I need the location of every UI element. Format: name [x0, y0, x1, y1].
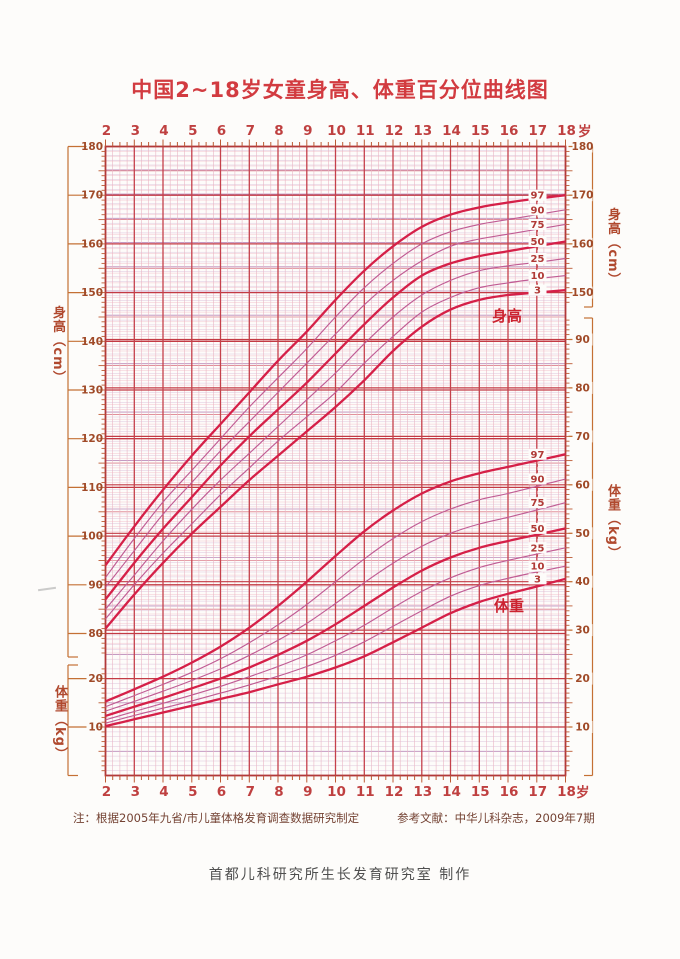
page-title: 中国2~18岁女童身高、体重百分位曲线图 — [131, 78, 549, 102]
chart-footer: 首都儿科研究所生长发育研究室 制作 — [208, 867, 472, 883]
svg-text:20: 20 — [88, 673, 103, 685]
svg-text:8: 8 — [274, 784, 283, 800]
side-rulers: 180 170 160 150 140 130 120 110 100 90 80 20 10 180 17… — [67, 140, 594, 777]
svg-text:7: 7 — [246, 123, 255, 139]
svg-text:50: 50 — [531, 524, 545, 535]
svg-text:岁: 岁 — [576, 784, 590, 801]
svg-text:160: 160 — [81, 238, 103, 250]
svg-text:10: 10 — [327, 784, 346, 800]
svg-text:50: 50 — [575, 528, 590, 540]
svg-text:11: 11 — [356, 784, 375, 800]
note-reference: 参考文献：中华儿科杂志，2009年7期 — [397, 811, 595, 825]
svg-text:14: 14 — [442, 784, 461, 800]
svg-text:10: 10 — [327, 123, 346, 139]
svg-text:14: 14 — [442, 123, 461, 139]
svg-text:身高: 身高 — [492, 307, 522, 325]
svg-text:5: 5 — [188, 784, 197, 800]
svg-text:4: 4 — [159, 123, 168, 139]
svg-text:3: 3 — [534, 574, 541, 585]
svg-text:6: 6 — [217, 123, 226, 139]
svg-text:97: 97 — [531, 450, 545, 461]
axis-label-right-weight: 体重（kg） — [605, 484, 620, 560]
svg-text:4: 4 — [159, 784, 168, 800]
svg-text:140: 140 — [81, 336, 103, 348]
svg-text:40: 40 — [575, 576, 590, 588]
svg-text:75: 75 — [531, 220, 545, 231]
svg-text:3: 3 — [534, 286, 541, 297]
svg-text:50: 50 — [531, 237, 545, 248]
svg-text:10: 10 — [531, 271, 545, 282]
svg-text:180: 180 — [81, 141, 103, 153]
svg-text:15: 15 — [471, 784, 490, 800]
weight-percentile-labels: 97 90 75 50 25 103 — [528, 448, 547, 585]
svg-text:12: 12 — [385, 123, 404, 139]
svg-text:10: 10 — [575, 722, 590, 734]
svg-text:30: 30 — [575, 625, 590, 637]
axis-label-left-weight: 体重（kg） — [52, 685, 67, 761]
svg-text:90: 90 — [88, 579, 103, 591]
svg-text:80: 80 — [88, 628, 103, 640]
svg-text:100: 100 — [81, 531, 103, 543]
svg-text:60: 60 — [575, 479, 590, 491]
svg-text:7: 7 — [246, 784, 255, 800]
svg-text:10: 10 — [88, 722, 103, 734]
svg-text:70: 70 — [575, 431, 590, 443]
svg-text:25: 25 — [531, 254, 545, 265]
svg-text:80: 80 — [575, 382, 590, 394]
svg-text:90: 90 — [531, 205, 545, 216]
svg-text:170: 170 — [572, 190, 594, 202]
svg-text:130: 130 — [81, 385, 103, 397]
age-axis-labels: 2 2 3 3 4 4 5 5 6 6 7 7 8 8 9 9 10 10 11 11 12 12 13 13 14 14 15 15… — [102, 123, 592, 801]
height-percentile-labels: 97 90 75 50 25 10 3 — [528, 189, 547, 297]
svg-text:13: 13 — [413, 784, 432, 800]
svg-text:150: 150 — [572, 287, 594, 299]
svg-text:160: 160 — [572, 238, 594, 250]
svg-text:75: 75 — [531, 498, 545, 509]
svg-text:体重: 体重 — [494, 597, 524, 615]
grid — [105, 146, 566, 776]
svg-text:180: 180 — [572, 141, 594, 153]
svg-text:16: 16 — [500, 123, 519, 139]
svg-text:15: 15 — [471, 123, 490, 139]
svg-text:10: 10 — [531, 562, 545, 573]
svg-text:2: 2 — [102, 784, 111, 800]
svg-text:90: 90 — [531, 475, 545, 486]
svg-text:9: 9 — [303, 784, 312, 800]
axis-label-right-height: 身高（cm） — [605, 207, 620, 287]
svg-text:110: 110 — [81, 482, 103, 494]
svg-text:16: 16 — [500, 784, 519, 800]
weight-percentile-curves — [105, 453, 566, 728]
svg-text:岁: 岁 — [578, 123, 592, 140]
svg-text:170: 170 — [81, 190, 103, 202]
svg-text:97: 97 — [531, 191, 545, 202]
svg-text:18: 18 — [557, 123, 576, 139]
svg-text:3: 3 — [131, 123, 140, 139]
svg-text:3: 3 — [131, 784, 140, 800]
svg-text:8: 8 — [274, 123, 283, 139]
svg-text:2: 2 — [102, 123, 111, 139]
svg-text:18: 18 — [557, 784, 576, 800]
svg-text:11: 11 — [356, 123, 375, 139]
axis-ticks — [98, 139, 573, 783]
svg-text:25: 25 — [531, 543, 545, 554]
svg-text:5: 5 — [188, 123, 197, 139]
height-percentile-curves — [105, 194, 566, 630]
svg-text:90: 90 — [575, 334, 590, 346]
svg-text:150: 150 — [81, 287, 103, 299]
chart-notes: 注：根据2005年九省/市儿童体格发育调查数据研究制定 参考文献：中华儿科杂志，… — [73, 810, 633, 826]
axis-label-left-height: 身高（cm） — [50, 305, 65, 385]
svg-text:9: 9 — [303, 123, 312, 139]
svg-text:17: 17 — [528, 123, 547, 139]
svg-text:17: 17 — [528, 784, 547, 800]
svg-text:120: 120 — [81, 433, 103, 445]
svg-text:6: 6 — [217, 784, 226, 800]
note-source: 注：根据2005年九省/市儿童体格发育调查数据研究制定 — [73, 811, 360, 825]
svg-text:12: 12 — [385, 784, 404, 800]
svg-text:20: 20 — [575, 673, 590, 685]
svg-text:13: 13 — [413, 123, 432, 139]
